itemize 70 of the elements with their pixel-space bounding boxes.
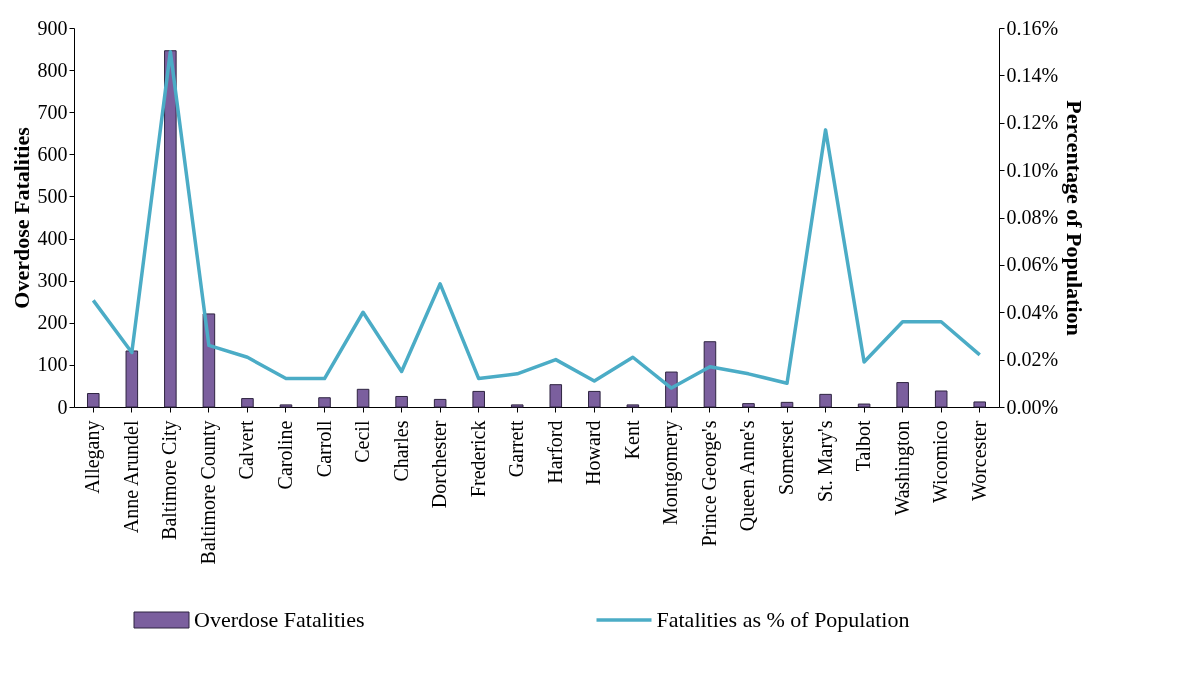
x-tick-label: Frederick: [466, 420, 489, 498]
y2-tick-label: 0.06%: [1006, 253, 1059, 276]
line-series: [91, 49, 982, 390]
bar: [819, 393, 832, 408]
x-tick-label: St. Mary's: [813, 420, 837, 502]
x-tick-label: Dorchester: [428, 420, 451, 509]
bar: [934, 390, 948, 408]
x-tick-label: Baltimore County: [196, 420, 220, 565]
x-tick-label: Anne Arundel: [119, 420, 142, 534]
bar: [241, 398, 254, 408]
y2-axis-title: Percentage of Population: [1062, 100, 1088, 336]
x-tick-label: Garrett: [505, 420, 528, 478]
y-tick-label: 0: [57, 395, 68, 418]
legend-label: Overdose Fatalities: [194, 607, 365, 632]
y-tick-label: 400: [37, 227, 68, 250]
x-tick-label: Caroline: [273, 420, 296, 490]
y-tick-label: 800: [37, 58, 68, 81]
bar: [703, 341, 717, 408]
y-axis-title: Overdose Fatalities: [8, 126, 34, 309]
y2-tick-label: 0.16%: [1006, 16, 1059, 39]
x-tick-label: Cecil: [351, 420, 374, 463]
y2-tick-label: 0.00%: [1006, 395, 1059, 418]
bar: [86, 393, 100, 408]
bar: [472, 390, 485, 408]
bar: [973, 401, 987, 408]
y-tick-label: 600: [37, 142, 68, 165]
x-tick-label: Prince George's: [697, 420, 721, 547]
y2-tick-label: 0.14%: [1006, 63, 1059, 86]
x-tick-label: Charles: [389, 420, 412, 482]
x-tick-label: Calvert: [235, 420, 258, 480]
bar: [549, 384, 563, 408]
y-tick-label: 900: [37, 16, 68, 39]
x-tick-label: Talbot: [852, 420, 875, 472]
y2-tick-label: 0.12%: [1006, 111, 1059, 134]
y-tick-label: 700: [37, 100, 68, 123]
y2-tick-label: 0.04%: [1006, 300, 1059, 323]
x-tick-label: Baltimore City: [158, 420, 182, 540]
x-tick-label: Allegany: [81, 420, 105, 494]
bar: [318, 397, 331, 408]
x-tick-label: Carroll: [312, 420, 335, 478]
x-tick-label: Somerset: [775, 420, 798, 495]
y-tick-label: 200: [37, 311, 68, 334]
y-tick-label: 100: [37, 353, 68, 376]
bar: [857, 403, 871, 408]
bar: [164, 50, 177, 408]
bar: [356, 388, 370, 408]
x-tick-label: Wicomico: [929, 420, 952, 503]
bar: [780, 401, 794, 408]
y-tick-label: 300: [37, 269, 68, 292]
bar: [279, 404, 293, 408]
x-tick-label: Montgomery: [659, 420, 683, 525]
x-tick-label: Queen Anne's: [736, 420, 759, 532]
bar: [742, 403, 755, 408]
y2-tick-label: 0.08%: [1006, 206, 1059, 228]
y2-tick-label: 0.02%: [1006, 348, 1059, 371]
y2-tick-label: 0.10%: [1006, 158, 1059, 181]
x-tick-label: Howard: [582, 420, 605, 485]
legend-label: Fatalities as % of Population: [656, 607, 910, 632]
bar: [896, 382, 909, 408]
bar: [125, 350, 139, 408]
y-tick-label: 500: [37, 184, 68, 207]
x-tick-label: Worcester: [967, 420, 990, 502]
x-tick-label: Harford: [543, 420, 566, 484]
bar: [433, 398, 447, 408]
bar: [588, 390, 601, 408]
x-tick-label: Washington: [890, 420, 914, 516]
x-tick-label: Kent: [620, 420, 643, 460]
bar: [626, 404, 640, 408]
bar: [395, 395, 408, 408]
bar: [510, 404, 524, 408]
